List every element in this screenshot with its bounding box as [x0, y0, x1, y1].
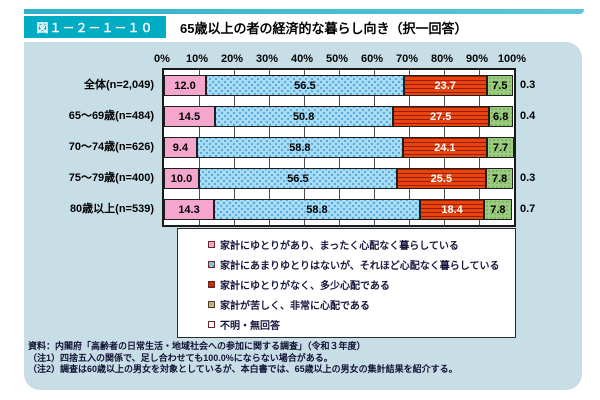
legend: 家計にゆとりがあり、まったく心配なく暮らしている家計にあまりゆとりはないが、それ…: [177, 228, 516, 338]
plot-area: 12.0 56.5 23.7 7.5 14.5 50.8 27.5 6.8 9.4 58.8 24.…: [162, 68, 516, 227]
bar-segment: 7.5: [486, 75, 513, 96]
legend-swatch: [208, 240, 215, 248]
bar-value-label: 7.8: [490, 203, 506, 216]
bar-segment: 7.8: [484, 199, 512, 220]
axis-tick-label: 30%: [255, 53, 279, 65]
legend-item: 家計にゆとりがなく、多少心配である: [208, 274, 515, 294]
legend-item: 家計にあまりゆとりはないが、それほど心配なく暮らしている: [208, 254, 515, 274]
legend-label: 家計にあまりゆとりはないが、それほど心配なく暮らしている: [220, 260, 500, 272]
note-line: （注1）四捨五入の関係で、足し合わせても100.0%にならない場合がある。: [28, 352, 333, 363]
axis-tick-label: 50%: [325, 53, 349, 65]
legend-item: 家計が苦しく、非常に心配である: [208, 294, 515, 314]
header: 図１－２－１－１０ 65歳以上の者の経済的な暮らし向き（択一回答）: [24, 16, 467, 38]
bar-segment: 7.8: [486, 168, 514, 189]
bar-value-label: 56.5: [294, 79, 316, 92]
bar-value-label: 12.0: [174, 79, 196, 92]
bar-segment: 58.8: [214, 199, 420, 220]
outside-value-label: 0.3: [520, 79, 536, 91]
legend-label: 家計にゆとりがあり、まったく心配なく暮らしている: [220, 240, 459, 252]
bar-value-label: 56.5: [287, 172, 309, 185]
bar-segment: 14.5: [164, 106, 215, 127]
bar-segment: 27.5: [392, 106, 489, 127]
legend-label: 不明・無回答: [220, 320, 280, 332]
legend-item: 不明・無回答: [208, 314, 515, 334]
bar-segment: 9.4: [164, 137, 197, 158]
axis-tick-label: 100%: [497, 53, 527, 65]
axis-tick-label: 0%: [154, 53, 170, 65]
header-rule: [24, 9, 584, 14]
bar-value-label: 58.8: [289, 141, 311, 154]
bar-value-label: 58.8: [306, 203, 328, 216]
bar-value-label: 7.7: [492, 141, 509, 154]
category-label: 65～69歳(n=484): [68, 110, 154, 122]
bar-segment: 58.8: [196, 137, 403, 158]
bar-value-label: 14.5: [178, 110, 201, 123]
legend-item: 家計にゆとりがあり、まったく心配なく暮らしている: [208, 234, 515, 254]
bar-value-label: 14.3: [178, 203, 200, 216]
bar-segment: 24.1: [402, 137, 488, 158]
bar-value-label: 7.8: [492, 172, 508, 185]
bar-segment: 14.3: [164, 199, 215, 220]
bar-segment: 18.4: [419, 199, 485, 220]
bar-segment: 56.5: [199, 168, 397, 189]
bar-segment: 23.7: [403, 75, 487, 96]
axis-tick-label: 60%: [360, 53, 384, 65]
bar-value-label: 6.8: [493, 110, 509, 123]
legend-swatch: [208, 280, 215, 288]
bar-value-label: 25.5: [430, 172, 453, 185]
legend-swatch: [208, 260, 215, 268]
outside-value-label: 0.4: [520, 110, 536, 122]
bar-segment: 50.8: [214, 106, 393, 127]
legend-swatch: [208, 320, 215, 328]
bar-value-label: 7.5: [492, 79, 508, 92]
bar-segment: 25.5: [396, 168, 486, 189]
bar-segment: 6.8: [488, 106, 513, 127]
bar-segment: 56.5: [206, 75, 404, 96]
axis-tick-label: 40%: [290, 53, 314, 65]
bar-segment: 12.0: [164, 75, 206, 96]
category-label: 70～74歳(n=626): [68, 141, 154, 153]
stacked-bar-chart: 0% 10% 20% 30% 40% 50% 60% 70% 80% 90% 100% 12.0 56…: [24, 42, 582, 390]
category-label: 75～79歳(n=400): [68, 172, 154, 184]
axis-tick-label: 20%: [220, 53, 244, 65]
page-title: 65歳以上の者の経済的な暮らし向き（択一回答）: [180, 20, 468, 36]
source-notes: 資料：内閣府「高齢者の日常生活・地域社会への参加に関する調査」（令和３年度） （注…: [28, 341, 458, 376]
figure-number-badge: 図１－２－１－１０: [24, 16, 166, 38]
axis-tick-label: 10%: [185, 53, 209, 65]
bar-value-label: 9.4: [172, 141, 189, 154]
outside-value-label: 0.7: [520, 203, 536, 215]
axis-tick-label: 80%: [430, 53, 454, 65]
outside-value-label: 0.3: [520, 172, 536, 184]
bar-value-label: 24.1: [434, 141, 456, 154]
note-line: （注2）調査は60歳以上の男女を対象としているが、本白書では、65歳以上の男女の…: [28, 364, 458, 374]
bar-segment: 7.7: [487, 137, 514, 158]
bar-segment: 10.0: [164, 168, 199, 189]
axis-tick-label: 70%: [395, 53, 419, 65]
note-line: 資料：内閣府「高齢者の日常生活・地域社会への参加に関する調査」（令和３年度）: [28, 341, 366, 351]
category-label: 80歳以上(n=539): [69, 203, 154, 215]
bar-value-label: 10.0: [170, 172, 193, 185]
legend-label: 家計が苦しく、非常に心配である: [220, 300, 370, 312]
chart-panel: 0% 10% 20% 30% 40% 50% 60% 70% 80% 90% 100% 12.0 56…: [24, 42, 582, 390]
axis-tick-label: 90%: [465, 53, 489, 65]
bar-value-label: 18.4: [441, 203, 463, 216]
legend-label: 家計にゆとりがなく、多少心配である: [220, 280, 390, 292]
category-label: 全体(n=2,049): [84, 79, 154, 91]
bar-value-label: 27.5: [429, 110, 452, 123]
bar-value-label: 50.8: [292, 110, 315, 123]
legend-swatch: [208, 300, 215, 308]
bar-value-label: 23.7: [434, 79, 456, 92]
